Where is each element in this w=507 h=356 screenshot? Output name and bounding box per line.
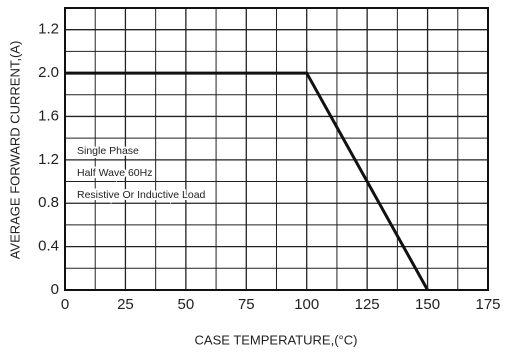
y-tick-label: 1.6 xyxy=(38,107,59,124)
x-tick-label: 25 xyxy=(117,296,134,313)
y-tick-label: 0 xyxy=(51,281,59,298)
y-tick-label: 1.2 xyxy=(38,21,59,38)
x-tick-label: 175 xyxy=(475,296,500,313)
x-tick-label: 150 xyxy=(415,296,440,313)
curve xyxy=(65,71,429,291)
y-tick-label: 0.4 xyxy=(38,238,59,255)
x-tick-label: 0 xyxy=(61,296,69,313)
annotation: Half Wave 60Hz xyxy=(77,167,152,179)
x-tick-label: 125 xyxy=(355,296,380,313)
plot-frame xyxy=(64,7,489,291)
y-tick-label: 0.8 xyxy=(38,194,59,211)
annotation: Single Phase xyxy=(77,145,139,157)
x-tick-label: 75 xyxy=(238,296,255,313)
y-tick-label: 2.0 xyxy=(38,64,59,81)
y-tick-label: 1.2 xyxy=(38,151,59,168)
x-axis-label: CASE TEMPERATURE,(°C) xyxy=(195,332,358,347)
annotation: Resistive Or Inductive Load xyxy=(77,189,206,201)
x-tick-label: 50 xyxy=(178,296,195,313)
x-tick-label: 100 xyxy=(294,296,319,313)
y-axis-label: AVERAGE FORWARD CURRENT,(A) xyxy=(7,41,22,260)
